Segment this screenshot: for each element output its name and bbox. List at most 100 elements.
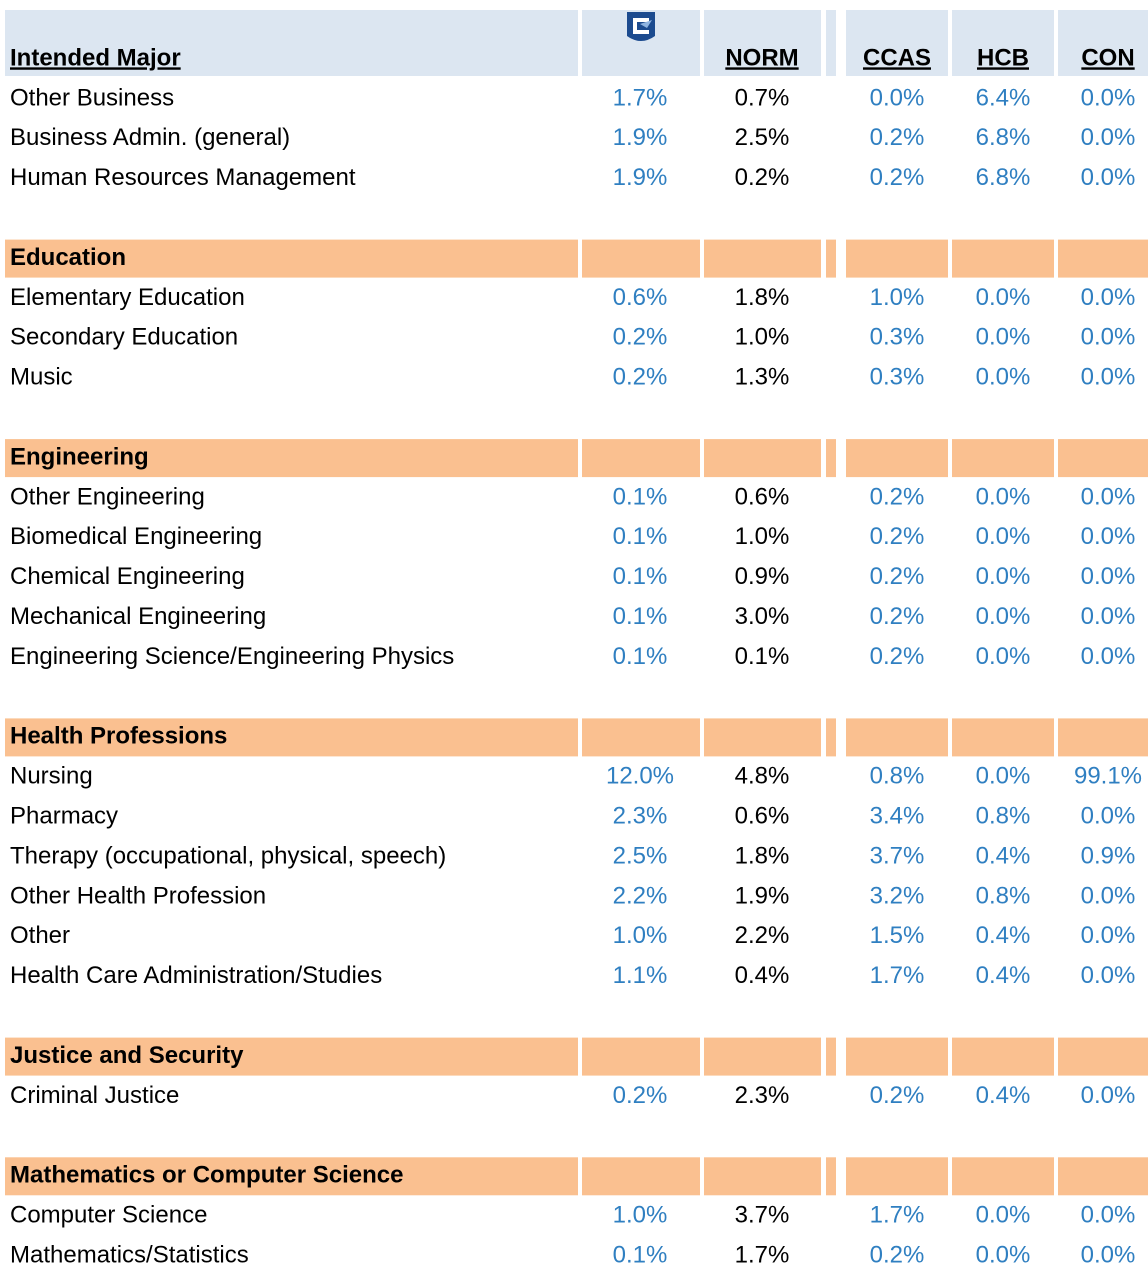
row-value: 0.1% [613, 563, 668, 590]
section-band [826, 1157, 836, 1196]
row-value: 3.7% [870, 842, 925, 869]
row-value: 0.2% [613, 1082, 668, 1109]
row-value: 2.2% [613, 882, 668, 909]
header-band [826, 10, 836, 76]
row-value: 0.0% [1081, 483, 1136, 510]
row-value: 0.0% [976, 523, 1031, 550]
header-band [704, 10, 821, 76]
section-band [952, 239, 1054, 278]
row-value: 2.5% [735, 124, 790, 151]
row-value: 0.2% [870, 124, 925, 151]
row-value: 0.1% [613, 643, 668, 670]
row-value: 1.8% [735, 284, 790, 311]
row-value: 0.2% [735, 164, 790, 191]
row-label: Chemical Engineering [10, 563, 245, 590]
section-band [846, 239, 948, 278]
row-value: 0.0% [1081, 1241, 1136, 1268]
section-band [5, 718, 578, 757]
row-value: 0.4% [976, 922, 1031, 949]
row-value: 0.0% [1081, 962, 1136, 989]
row-value: 99.1% [1074, 763, 1142, 790]
row-value: 0.0% [1081, 643, 1136, 670]
row-value: 0.2% [870, 603, 925, 630]
row-value: 0.0% [976, 483, 1031, 510]
row-value: 6.8% [976, 164, 1031, 191]
section-band [1058, 718, 1148, 757]
section-band [704, 718, 821, 757]
row-value: 2.5% [613, 842, 668, 869]
row-value: 0.0% [1081, 164, 1136, 191]
row-value: 4.8% [735, 763, 790, 790]
row-value: 1.8% [735, 842, 790, 869]
row-value: 1.7% [613, 84, 668, 111]
row-value: 1.7% [870, 962, 925, 989]
row-value: 1.0% [735, 324, 790, 351]
row-value: 0.1% [613, 603, 668, 630]
section-band [952, 1037, 1054, 1076]
row-value: 0.6% [613, 284, 668, 311]
row-value: 0.6% [735, 483, 790, 510]
section-band [704, 239, 821, 278]
row-value: 0.3% [870, 364, 925, 391]
row-value: 0.1% [613, 483, 668, 510]
row-label: Therapy (occupational, physical, speech) [10, 842, 446, 869]
row-value: 0.0% [1081, 922, 1136, 949]
row-value: 0.0% [976, 643, 1031, 670]
row-value: 1.5% [870, 922, 925, 949]
row-value: 3.2% [870, 882, 925, 909]
row-label: Engineering Science/Engineering Physics [10, 643, 454, 670]
row-value: 0.0% [1081, 563, 1136, 590]
row-value: 0.4% [735, 962, 790, 989]
row-value: 0.0% [976, 324, 1031, 351]
row-value: 0.0% [1081, 284, 1136, 311]
row-value: 0.1% [613, 523, 668, 550]
row-value: 0.1% [735, 643, 790, 670]
row-label: Business Admin. (general) [10, 124, 290, 151]
row-value: 0.0% [1081, 1082, 1136, 1109]
row-label: Other Business [10, 84, 174, 111]
row-value: 1.9% [735, 882, 790, 909]
section-band [5, 239, 578, 278]
section-band [5, 1157, 578, 1196]
row-label: Nursing [10, 763, 93, 790]
section-heading: Mathematics or Computer Science [10, 1162, 403, 1189]
row-label: Criminal Justice [10, 1082, 179, 1109]
row-value: 0.2% [870, 643, 925, 670]
row-label: Mechanical Engineering [10, 603, 266, 630]
row-value: 0.2% [870, 483, 925, 510]
row-value: 1.0% [613, 922, 668, 949]
row-value: 0.0% [1081, 324, 1136, 351]
section-band [582, 1157, 700, 1196]
section-band [952, 1157, 1054, 1196]
column-header: CCAS [863, 44, 931, 71]
section-band [582, 718, 700, 757]
section-band [846, 439, 948, 478]
row-label: Health Care Administration/Studies [10, 962, 382, 989]
section-band [582, 239, 700, 278]
header-title: Intended Major [10, 44, 181, 71]
header-band [846, 10, 948, 76]
row-value: 2.3% [735, 1082, 790, 1109]
section-band [704, 1157, 821, 1196]
row-value: 0.0% [1081, 364, 1136, 391]
row-value: 1.0% [870, 284, 925, 311]
row-value: 0.0% [976, 563, 1031, 590]
row-value: 0.4% [976, 842, 1031, 869]
row-value: 2.3% [613, 803, 668, 830]
row-value: 0.0% [870, 84, 925, 111]
row-value: 1.9% [613, 124, 668, 151]
row-value: 1.3% [735, 364, 790, 391]
row-label: Human Resources Management [10, 164, 356, 191]
row-value: 0.0% [1081, 523, 1136, 550]
section-band [582, 1037, 700, 1076]
row-value: 0.0% [976, 1202, 1031, 1229]
row-value: 0.0% [1081, 84, 1136, 111]
row-value: 1.1% [613, 962, 668, 989]
row-value: 1.7% [870, 1202, 925, 1229]
section-band [826, 1037, 836, 1076]
row-label: Mathematics/Statistics [10, 1241, 249, 1268]
row-value: 0.2% [870, 1241, 925, 1268]
section-band [5, 439, 578, 478]
header-band [5, 10, 578, 76]
